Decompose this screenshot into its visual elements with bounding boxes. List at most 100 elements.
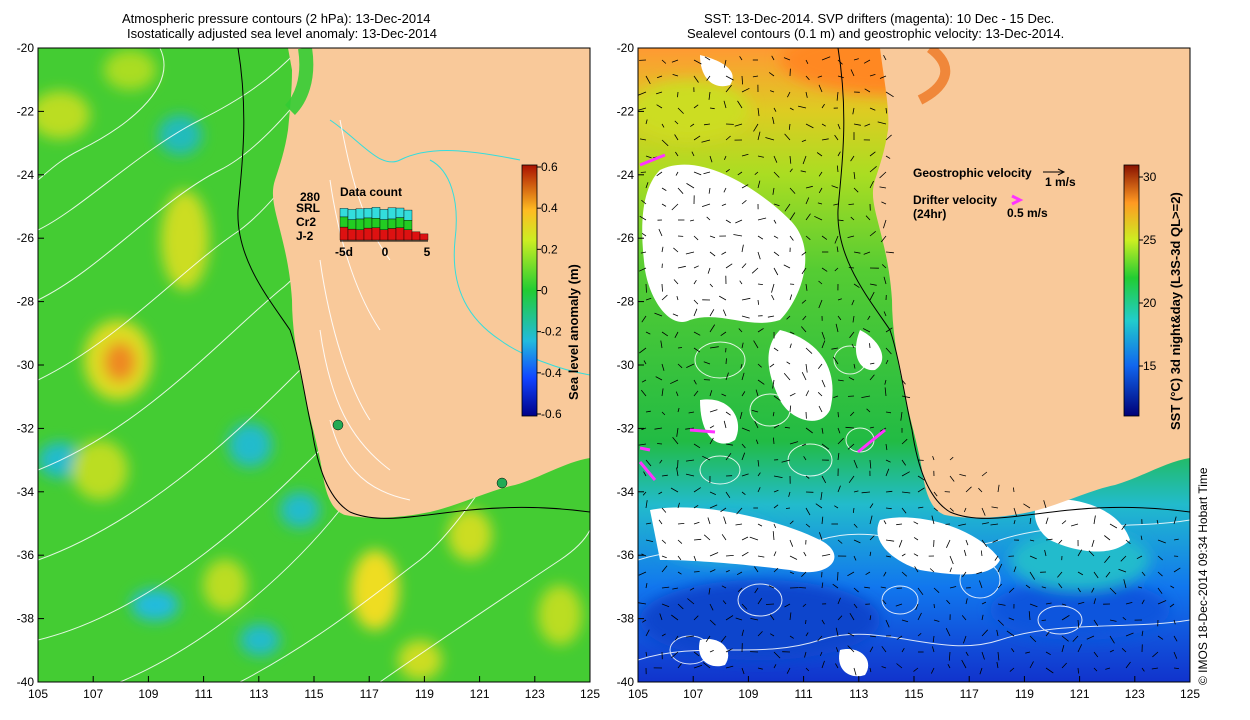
velocity-arrow xyxy=(799,587,807,589)
velocity-arrow xyxy=(737,587,743,592)
velocity-arrow xyxy=(869,165,877,173)
velocity-arrow xyxy=(789,405,792,413)
velocity-arrow xyxy=(1008,617,1015,621)
velocity-arrow xyxy=(815,503,823,509)
velocity-arrow xyxy=(853,363,856,369)
velocity-arrow xyxy=(1091,539,1095,548)
velocity-arrow xyxy=(781,459,791,463)
velocity-arrow xyxy=(658,491,663,495)
inset-bar-srl xyxy=(371,207,381,219)
x-tick-label: 119 xyxy=(1015,687,1034,701)
velocity-arrow xyxy=(686,363,695,368)
velocity-arrow xyxy=(709,324,716,333)
velocity-arrow xyxy=(884,387,887,397)
velocity-arrow xyxy=(853,187,859,193)
velocity-arrow xyxy=(773,171,780,178)
velocity-arrow xyxy=(981,651,985,660)
velocity-arrow xyxy=(741,491,746,496)
velocity-arrow xyxy=(853,459,858,469)
velocity-arrow xyxy=(850,216,855,221)
velocity-arrow xyxy=(784,426,791,429)
bathymetry-contour-right xyxy=(837,48,1190,519)
velocity-arrow xyxy=(773,219,777,224)
velocity-arrow xyxy=(773,155,778,163)
velocity-arrow xyxy=(853,539,861,544)
left-map xyxy=(38,48,590,682)
inset-x-tick: 5 xyxy=(424,245,431,259)
velocity-arrow xyxy=(693,615,699,621)
velocity-arrow xyxy=(769,90,775,93)
velocity-arrow xyxy=(901,459,907,466)
velocity-arrow xyxy=(741,315,750,319)
velocity-arrow xyxy=(768,72,775,77)
velocity-arrow xyxy=(656,104,663,109)
velocity-arrow xyxy=(817,75,823,78)
velocity-arrow xyxy=(675,391,679,397)
velocity-arrow xyxy=(1043,500,1047,509)
velocity-arrow xyxy=(869,151,876,157)
inset-bar-j2 xyxy=(403,229,413,241)
velocity-arrow xyxy=(661,123,665,128)
velocity-arrow xyxy=(801,372,807,381)
velocity-arrow xyxy=(658,228,663,237)
velocity-arrow xyxy=(837,427,841,434)
velocity-arrow xyxy=(735,219,743,224)
velocity-arrow xyxy=(805,91,808,98)
velocity-arrow xyxy=(818,405,823,413)
velocity-arrow xyxy=(869,503,874,509)
velocity-arrow xyxy=(773,523,777,529)
velocity-arrow xyxy=(997,583,1002,589)
inset-bar-srl xyxy=(363,208,373,219)
velocity-arrow xyxy=(786,315,791,320)
inset-bar-cr2 xyxy=(395,217,405,228)
velocity-arrow xyxy=(725,555,734,557)
colorbar-tick-label: 15 xyxy=(1143,359,1157,373)
drifter-legend-scale: 0.5 m/s xyxy=(1007,206,1048,220)
velocity-arrow xyxy=(885,347,892,355)
velocity-arrow xyxy=(961,659,967,669)
velocity-arrow xyxy=(645,629,650,637)
velocity-arrow xyxy=(773,107,777,112)
velocity-arrow xyxy=(1061,615,1070,621)
velocity-arrow xyxy=(659,459,663,464)
velocity-arrow xyxy=(833,356,839,365)
velocity-arrow xyxy=(869,667,872,673)
velocity-arrow xyxy=(645,283,647,293)
colorbar-tick-label: 30 xyxy=(1143,170,1157,184)
velocity-arrow xyxy=(869,362,875,365)
velocity-arrow xyxy=(1044,549,1047,557)
velocity-arrow xyxy=(786,667,791,674)
x-tick-label: 121 xyxy=(470,687,490,701)
velocity-arrow xyxy=(773,489,779,493)
velocity-arrow xyxy=(785,507,791,509)
velocity-arrow xyxy=(661,187,667,191)
velocity-arrow xyxy=(789,168,793,173)
velocity-arrow xyxy=(1173,667,1179,669)
velocity-arrow xyxy=(965,598,968,605)
velocity-arrow xyxy=(783,373,791,381)
velocity-arrow xyxy=(709,603,714,611)
inset-bar-srl xyxy=(395,207,405,218)
velocity-arrow xyxy=(784,203,791,212)
velocity-arrow xyxy=(741,551,749,557)
velocity-arrow xyxy=(757,251,761,260)
velocity-arrow xyxy=(979,667,983,675)
velocity-arrow xyxy=(655,91,663,95)
velocity-arrow xyxy=(757,283,763,285)
velocity-arrow xyxy=(657,443,663,445)
velocity-arrow xyxy=(645,539,654,542)
velocity-arrow xyxy=(949,567,952,573)
velocity-arrow xyxy=(896,663,903,669)
velocity-arrow xyxy=(789,555,798,560)
velocity-arrow xyxy=(805,213,811,221)
velocity-arrow xyxy=(703,171,711,175)
inset-bar-srl xyxy=(387,207,397,220)
velocity-arrow xyxy=(656,75,663,79)
velocity-arrow xyxy=(997,484,1000,493)
inset-bar-srl xyxy=(403,209,413,221)
velocity-arrow xyxy=(736,571,743,576)
velocity-arrow xyxy=(801,139,807,142)
geostrophic-legend-label: Geostrophic velocity xyxy=(913,166,1032,180)
velocity-arrow xyxy=(850,155,855,162)
velocity-arrow xyxy=(1170,585,1175,589)
